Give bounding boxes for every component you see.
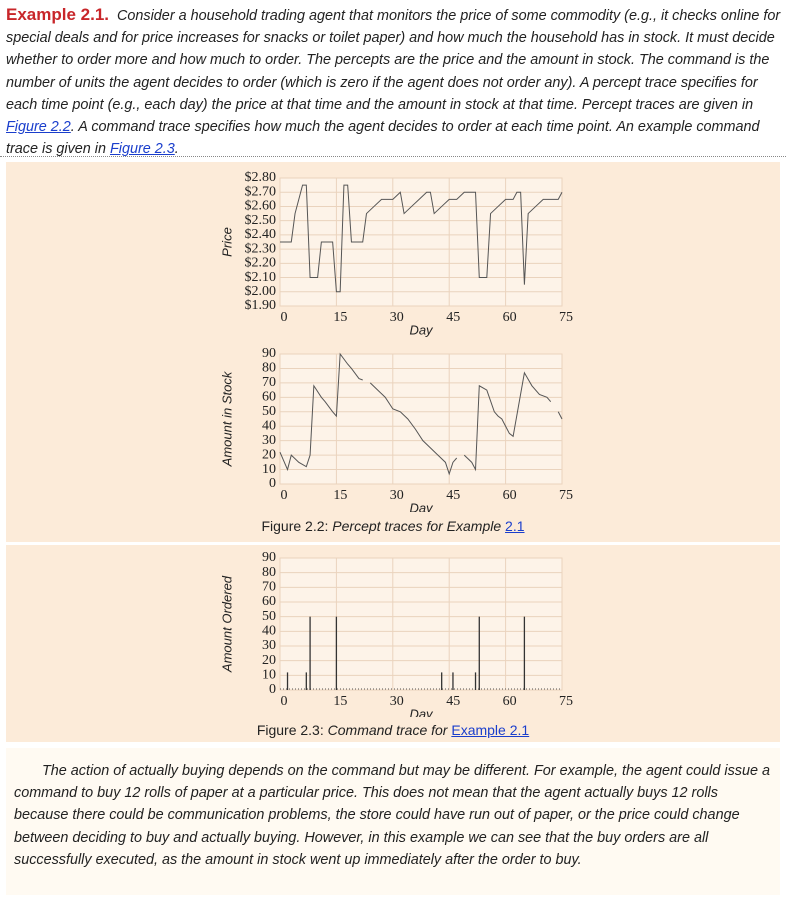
caption: Figure 2.2: Percept traces for Example 2… xyxy=(6,518,780,534)
y-tick-label: $2.70 xyxy=(245,184,277,199)
figure-panel: 0 10 20 30 40 50 60 70 80 90 0 15 30 45 60 75 Day Amount … xyxy=(6,545,780,742)
y-tick-label: 80 xyxy=(262,565,276,580)
x-tick-label: 45 xyxy=(446,694,460,709)
y-tick-label: $2.00 xyxy=(245,284,277,299)
caption-text: Command trace for xyxy=(327,722,448,738)
y-tick-label: 0 xyxy=(269,476,276,491)
x-tick-label: 30 xyxy=(390,694,404,709)
y-tick-label: 0 xyxy=(269,682,276,697)
chart: $1.90$2.00$2.10$2.20$2.30$2.40$2.50$2.60… xyxy=(219,170,573,512)
caption: Figure 2.3: Command trace for Example 2.… xyxy=(6,722,780,738)
x-tick-label: 15 xyxy=(333,488,347,503)
y-tick-label: 80 xyxy=(262,361,276,376)
x-axis-label: Day xyxy=(409,706,434,717)
y-axis-label: Amount in Stock xyxy=(219,370,234,467)
y-tick-label: 20 xyxy=(262,447,276,462)
y-axis-label: Amount Ordered xyxy=(219,575,234,673)
x-tick-label: 60 xyxy=(503,694,517,709)
y-tick-label: $2.40 xyxy=(245,227,277,242)
y-tick-label: 10 xyxy=(262,668,276,683)
x-tick-label: 75 xyxy=(559,694,573,709)
y-tick-label: $2.10 xyxy=(245,270,277,285)
y-tick-label: 30 xyxy=(262,433,276,448)
y-tick-label: 60 xyxy=(262,594,276,609)
y-tick-label: 70 xyxy=(262,580,276,595)
y-tick-label: $2.20 xyxy=(245,256,277,271)
caption-text: Percept traces for Example xyxy=(332,518,502,534)
x-axis-label: Day xyxy=(409,500,434,512)
y-tick-label: 50 xyxy=(262,404,276,419)
x-tick-label: 0 xyxy=(281,488,288,503)
closing-paragraph: The action of actually buying depends on… xyxy=(14,763,770,868)
x-tick-label: 75 xyxy=(559,310,573,325)
y-axis-label: Price xyxy=(219,227,234,257)
intro-text: . xyxy=(174,141,179,158)
y-tick-label: 60 xyxy=(262,390,276,405)
intro-text: . A command trace specifies how much the… xyxy=(6,119,760,158)
caption-label: Figure 2.3: xyxy=(256,722,324,738)
y-tick-label: 20 xyxy=(262,653,276,668)
example-heading: Example 2.1. xyxy=(6,5,110,24)
y-tick-label: 90 xyxy=(262,346,276,361)
y-tick-label: 40 xyxy=(262,624,276,639)
x-tick-label: 75 xyxy=(559,488,573,503)
x-tick-label: 45 xyxy=(446,488,460,503)
y-tick-label: 40 xyxy=(262,418,276,433)
data-line xyxy=(279,352,563,476)
x-tick-label: 15 xyxy=(333,694,347,709)
y-tick-label: 70 xyxy=(262,375,276,390)
x-tick-label: 60 xyxy=(503,488,517,503)
data-line xyxy=(280,184,563,293)
y-tick-label: $2.60 xyxy=(245,199,277,214)
x-tick-label: 15 xyxy=(333,310,347,325)
plot-area xyxy=(279,353,563,485)
separator xyxy=(0,156,786,157)
y-tick-label: $2.50 xyxy=(245,213,277,228)
x-tick-label: 45 xyxy=(446,310,460,325)
y-tick-label: 50 xyxy=(262,609,276,624)
example-link[interactable]: 2.1 xyxy=(505,518,525,534)
example-link[interactable]: Example 2.1 xyxy=(451,722,530,738)
caption-label: Figure 2.2: xyxy=(261,518,329,534)
x-tick-label: 30 xyxy=(390,310,404,325)
y-tick-label: 30 xyxy=(262,638,276,653)
intro-paragraph: Example 2.1. Consider a household tradin… xyxy=(6,4,782,160)
x-tick-label: 0 xyxy=(281,310,288,325)
x-axis-label: Day xyxy=(409,322,434,337)
x-tick-label: 60 xyxy=(503,310,517,325)
x-tick-label: 30 xyxy=(390,488,404,503)
plot-area xyxy=(279,557,563,691)
figure-link[interactable]: Figure 2.2 xyxy=(6,119,71,136)
y-tick-label: 10 xyxy=(262,462,276,477)
closing-box xyxy=(6,748,780,895)
y-tick-label: 90 xyxy=(262,550,276,565)
y-tick-label: $1.90 xyxy=(245,298,277,313)
intro-text: Consider a household trading agent that … xyxy=(6,8,781,113)
figure-panel: $1.90 $2.00 $2.10 $2.20 $2.30 $2.40 $2.50 $2.60… xyxy=(6,162,780,542)
x-tick-label: 0 xyxy=(281,694,288,709)
y-tick-label: $2.30 xyxy=(245,241,277,256)
figure-link[interactable]: Figure 2.3 xyxy=(109,141,175,158)
y-tick-label: $2.80 xyxy=(245,170,277,185)
